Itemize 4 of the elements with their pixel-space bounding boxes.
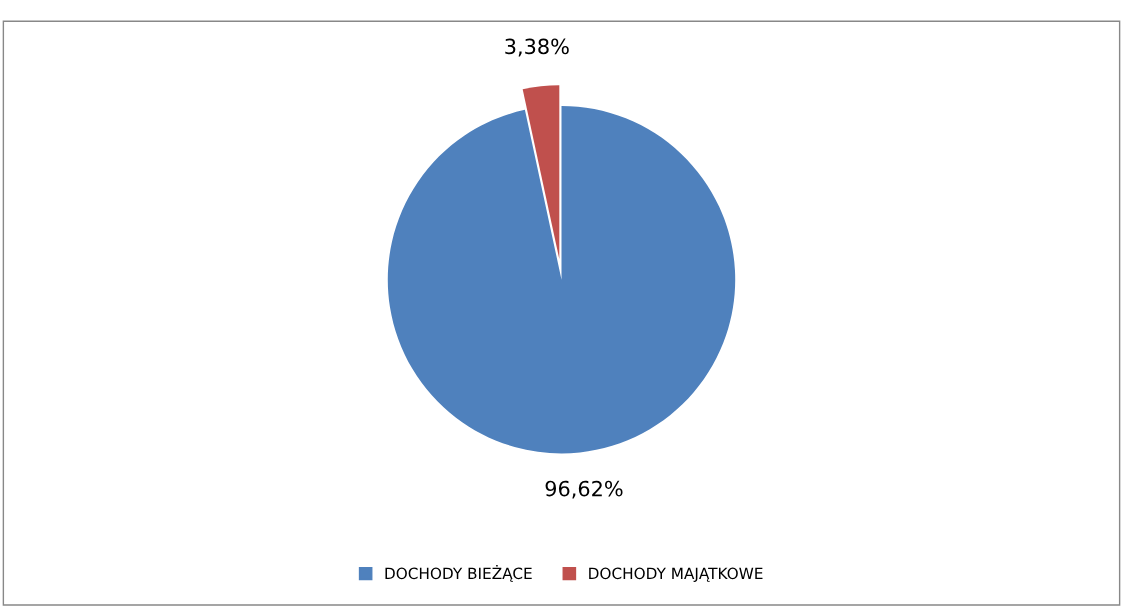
data-label: 3,38% [505,38,569,57]
data-label: 96,62% [545,480,623,499]
legend-label: DOCHODY BIEŻĄCE [385,564,532,582]
legend-label: DOCHODY MAJĄTKOWE [589,567,763,582]
